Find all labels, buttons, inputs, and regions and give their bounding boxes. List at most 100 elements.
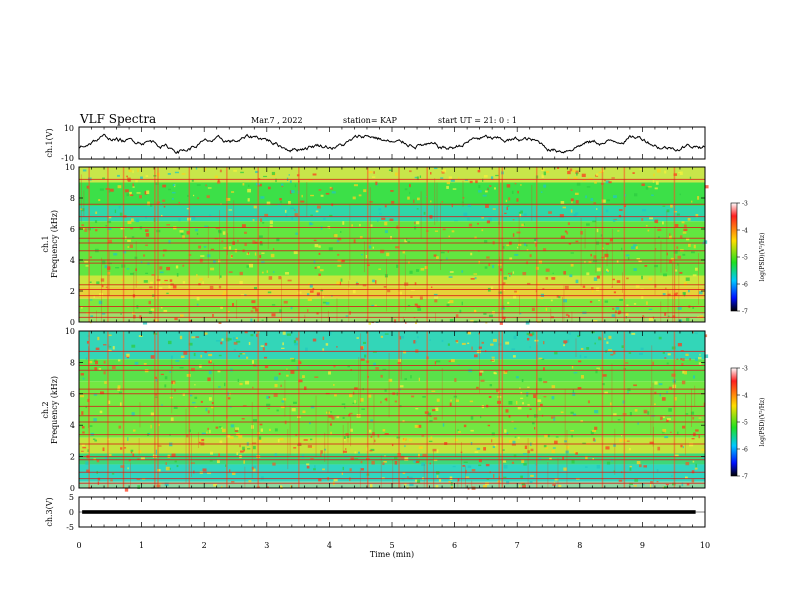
ch1-spec-speckle: [590, 198, 594, 202]
ch2-spec-streak: [358, 357, 360, 418]
ch2-spec-speckle: [280, 384, 282, 388]
ch1-spec-burst: [188, 167, 191, 322]
ch2-spec-speckle: [684, 370, 687, 375]
ch2-spec-speckle: [126, 356, 129, 359]
ch2-spec-speckle: [601, 383, 605, 386]
ch1-spec-speckle: [570, 252, 574, 254]
ch1-spec-speckle: [410, 289, 415, 291]
ch1-spec-speckle: [414, 303, 418, 306]
ch2-spec-streak: [423, 464, 425, 488]
ch2-spec-speckle: [108, 453, 112, 457]
ch2-spec-streak: [244, 466, 246, 488]
ch2-spec-speckle: [586, 347, 590, 350]
ch2-spec-speckle: [471, 469, 476, 472]
ch1-spec-speckle: [218, 259, 221, 263]
ch1-spec-speckle: [433, 295, 439, 299]
ch2-spec-speckle: [97, 336, 100, 341]
ch1-spec-speckle: [212, 314, 214, 317]
ch1-spec-speckle: [452, 188, 457, 190]
ch2-spec-streak: [465, 465, 466, 488]
ch1-spec-speckle: [670, 204, 673, 208]
ch1-spec-speckle: [268, 186, 271, 190]
ch2-spec-speckle: [170, 355, 173, 359]
ch2-spec-speckle: [404, 457, 409, 461]
ch1-spec-speckle: [654, 219, 659, 224]
ch2-spec-speckle: [442, 423, 445, 427]
ch2-spec-speckle: [457, 429, 459, 431]
ch2-spec-speckle: [201, 432, 206, 435]
ch2-spec-speckle: [534, 427, 536, 430]
ch2-spec-speckle: [205, 408, 208, 412]
ch2-spec-speckle: [108, 334, 112, 336]
ch2-spec-speckle: [637, 422, 639, 425]
ch1-spec-speckle: [615, 310, 617, 313]
ch2-spec-speckle: [647, 411, 650, 415]
ch2-spec-speckle: [563, 467, 567, 471]
ch2-spec-streak: [213, 362, 215, 422]
ch1-spec-speckle: [384, 273, 388, 278]
ch2-spec-speckle: [130, 451, 133, 454]
ch1-spec-speckle: [492, 208, 496, 210]
ch2-spec-streak: [652, 382, 654, 447]
ch1-spec-speckle: [685, 277, 690, 281]
ch2-spec-speckle: [478, 332, 480, 335]
ch1-spec-speckle: [207, 254, 211, 258]
ch1-spec-speckle: [132, 170, 134, 173]
ch2-spec-speckle: [310, 438, 313, 441]
ch2-spec-speckle: [182, 392, 185, 396]
station-label: station= KAP: [343, 116, 398, 125]
ch1-spec-speckle: [95, 211, 98, 214]
ch2-spec-speckle: [79, 394, 85, 398]
ch2-spec-speckle: [311, 446, 315, 449]
ch2-spec-speckle: [527, 386, 530, 388]
ch1-spec-speckle: [434, 167, 438, 170]
ch2-spec-speckle: [293, 401, 297, 404]
ch1-spec-speckle: [252, 240, 256, 244]
ch2-spec-speckle: [155, 453, 157, 456]
ch1-spec-speckle: [505, 199, 508, 203]
ch2-spec-speckle: [594, 426, 598, 430]
ch1-spec-speckle: [575, 279, 579, 284]
ch1-spec-speckle: [93, 295, 95, 299]
ch3-waveform-panel: 5 0 -5 ch.3(V) 0 1 2 3 4 5 6 7 8 9 10 Time (min): [45, 493, 710, 559]
ch1-spec-speckle: [420, 268, 425, 271]
ch2-spec-speckle: [394, 456, 398, 460]
ch1-spec-speckle: [261, 261, 265, 264]
ch2-spec-speckle: [161, 404, 163, 406]
ch2-spec-speckle: [543, 381, 548, 384]
ch1-spec-speckle: [166, 266, 171, 271]
ch1-spec-speckle: [616, 280, 621, 283]
ch2-spec-speckle: [86, 469, 90, 473]
ch1-spec-burst: [498, 167, 500, 322]
ch1-spec-speckle: [404, 282, 409, 286]
ch1-spec-speckle: [664, 170, 667, 174]
ch2-spec-speckle: [560, 411, 564, 414]
ch2-spec-speckle: [562, 456, 564, 460]
ch1-spec-speckle: [293, 250, 298, 255]
ch2-spec-speckle: [216, 459, 220, 464]
ch1-spec-speckle: [520, 210, 523, 214]
ch2-spec-speckle: [165, 462, 167, 465]
ch1-spec-speckle: [619, 298, 623, 301]
ch1-spec-speckle: [502, 288, 505, 291]
ch1-spec-speckle: [345, 315, 349, 317]
ch2-spec-speckle: [413, 460, 416, 463]
ch2-spec-speckle: [565, 450, 569, 454]
ch1-spec-band: [79, 221, 705, 276]
ch2-spec-speckle: [140, 457, 145, 460]
ch1-spec-speckle: [196, 303, 199, 306]
ch2-spec-speckle: [508, 415, 511, 418]
ch2-spec-speckle: [82, 431, 85, 434]
ch1-spec-speckle: [178, 218, 181, 222]
ch2-spec-speckle: [375, 367, 379, 370]
ch1-spec-speckle: [395, 246, 400, 249]
ch1-spec-speckle: [503, 276, 508, 280]
ch1-spec-speckle: [567, 222, 570, 226]
ch1-spec-speckle: [464, 179, 469, 181]
ch1-spec-speckle: [250, 318, 253, 323]
ch2-spec-speckle: [218, 386, 221, 388]
ch1-spec-speckle: [575, 200, 579, 204]
ch2-spec-streak: [651, 345, 653, 406]
ch1-spec-speckle: [358, 194, 362, 197]
ch1-spec-speckle: [545, 307, 548, 311]
